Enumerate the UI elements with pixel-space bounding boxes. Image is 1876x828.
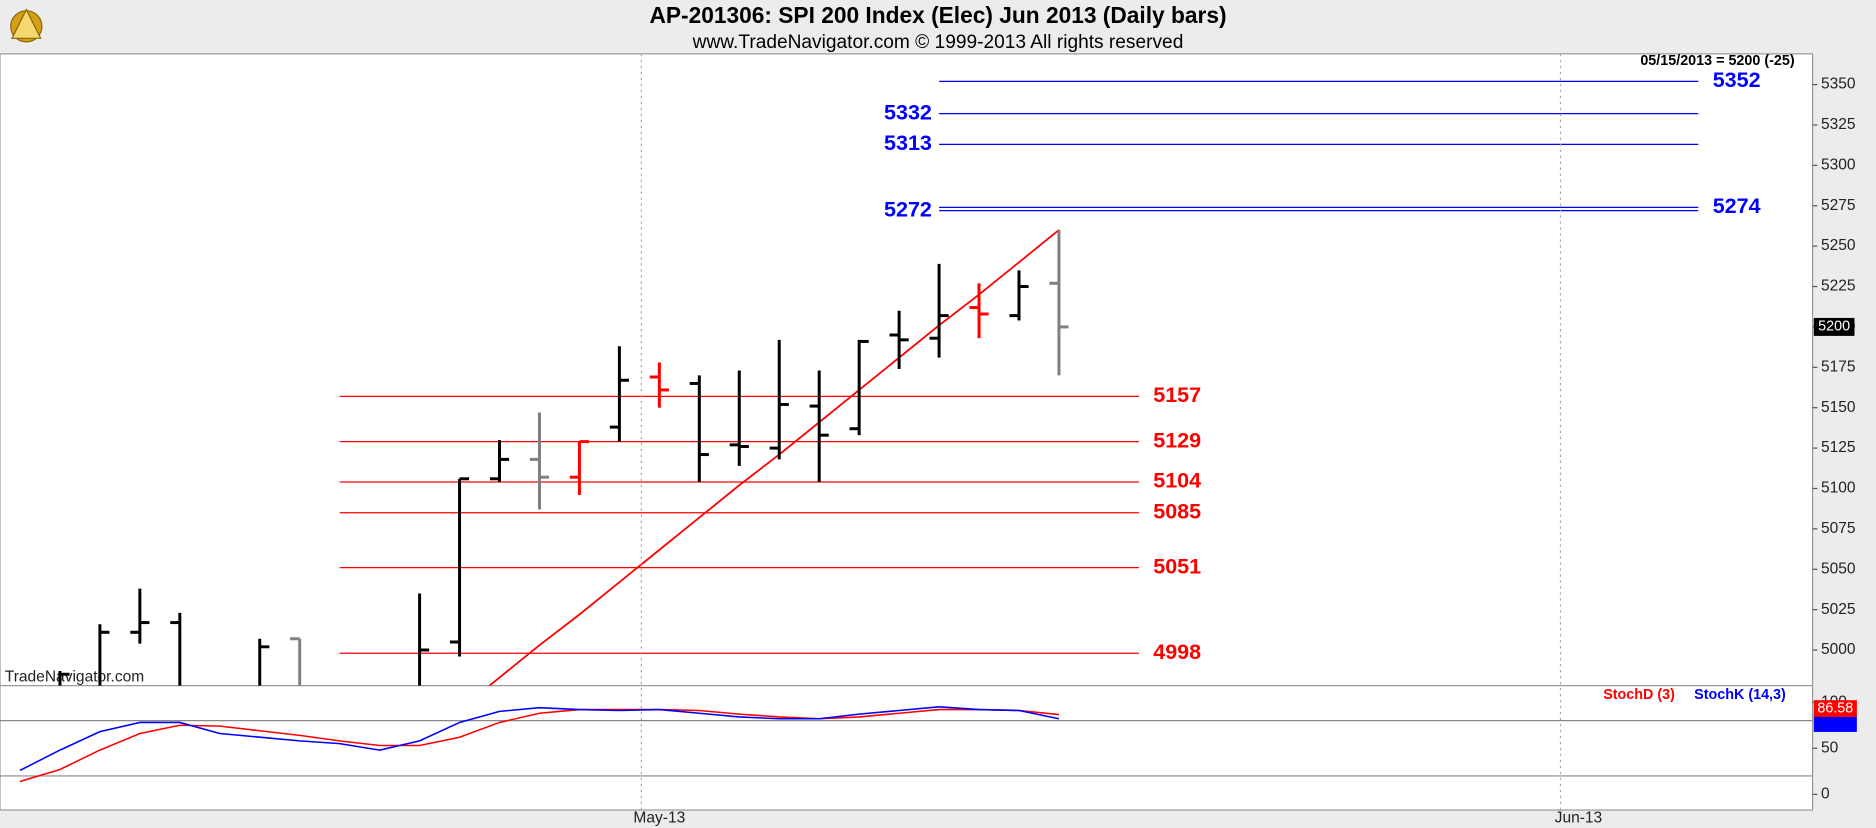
level-label: 5332 [884, 100, 932, 124]
y-tick-label: 5050 [1821, 560, 1856, 577]
price-panel [58, 80, 1699, 686]
chart-title: AP-201306: SPI 200 Index (Elec) Jun 2013… [649, 2, 1226, 28]
x-tick-label: Jun-13 [1555, 810, 1603, 827]
last-value-label: 86.58 [1817, 700, 1853, 716]
level-label: 5352 [1713, 68, 1761, 92]
last-value-box [1813, 700, 1857, 717]
y-tick-label: 5300 [1821, 156, 1856, 173]
chart-subtitle: www.TradeNavigator.com © 1999-2013 All r… [692, 32, 1184, 53]
last-price-box [1813, 317, 1855, 336]
x-tick-label: May-13 [633, 810, 685, 827]
y-tick-label: 5100 [1821, 480, 1856, 497]
trendline [488, 229, 1060, 686]
y-tick-label: 5275 [1821, 197, 1856, 214]
y-tick-label: 5025 [1821, 601, 1856, 618]
y-tick-label: 0 [1821, 785, 1830, 802]
level-label: 5272 [884, 197, 932, 221]
level-label: 5129 [1153, 428, 1201, 452]
plot-area [0, 53, 1814, 811]
axes: May-13 Jun-13 5000 5025 5050 5075 5100 5125 5150… [633, 53, 1857, 827]
y-tick-label: 5225 [1821, 278, 1856, 295]
level-label: 4998 [1153, 640, 1201, 664]
y-tick-label: 5000 [1821, 641, 1856, 658]
stoch-line [19, 706, 1060, 772]
y-tick-label: 5175 [1821, 358, 1856, 375]
y-tick-label: 5125 [1821, 439, 1856, 456]
y-tick-label: 5325 [1821, 116, 1856, 133]
level-label: 5274 [1713, 194, 1761, 218]
stoch-panel [0, 706, 1813, 783]
watermark: TradeNavigator.com [5, 668, 144, 685]
y-tick-label: 5075 [1821, 520, 1856, 537]
y-tick-label: 50 [1821, 739, 1839, 756]
level-label: 5157 [1153, 383, 1201, 407]
last-value-box [1813, 715, 1857, 732]
legend-entry: StochK (14,3) [1694, 687, 1786, 703]
last-price-label: 5200 [1818, 319, 1850, 335]
level-label: 5051 [1153, 554, 1201, 578]
y-tick-label: 5150 [1821, 399, 1856, 416]
y-tick-label: 5250 [1821, 237, 1856, 254]
y-tick-label: 5350 [1821, 76, 1856, 93]
level-label: 5313 [884, 131, 932, 155]
last-quote: 05/15/2013 = 5200 (-25) [1640, 53, 1795, 69]
legend-entry: StochD (3) [1603, 687, 1675, 703]
logo [10, 8, 43, 43]
level-label: 5085 [1153, 499, 1201, 523]
level-label: 5104 [1153, 469, 1201, 493]
